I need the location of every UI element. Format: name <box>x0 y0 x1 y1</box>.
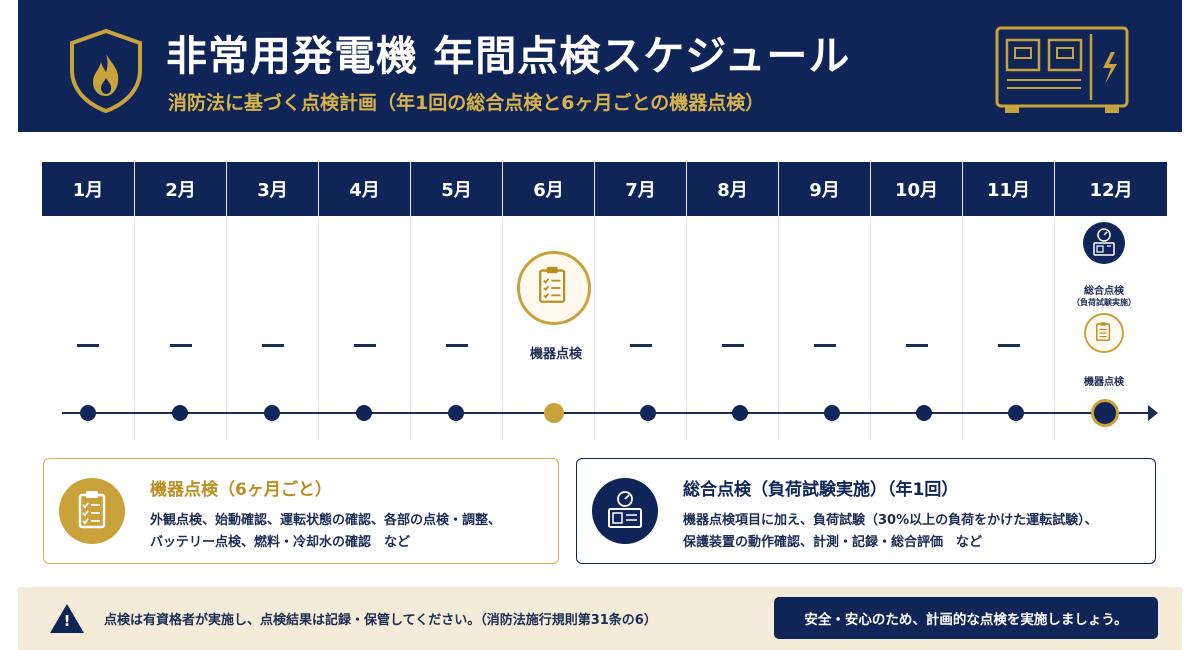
timeline-dot-equipment <box>544 403 564 423</box>
legend-line: 保護装置の動作確認、計測・記録・総合評価 など <box>683 535 983 550</box>
month-column-1: 1月 <box>42 162 134 440</box>
month-column-8: 8月 <box>686 162 778 440</box>
no-inspection-dash <box>905 344 928 347</box>
month-header: 7月 <box>595 162 686 216</box>
month-header: 6月 <box>503 162 594 216</box>
clipboard-icon <box>59 478 125 544</box>
month-column-10: 10月 <box>870 162 962 440</box>
warning-icon <box>50 604 84 633</box>
month-header: 4月 <box>319 162 410 216</box>
no-inspection-dash <box>353 344 376 347</box>
month-column-7: 7月 <box>594 162 686 440</box>
page-subtitle: 消防法に基づく点検計画（年1回の総合点検と6ヶ月ごとの機器点検） <box>168 92 765 114</box>
page-title: 非常用発電機 年間点検スケジュール <box>166 32 851 80</box>
equipment-inspection-legend: 機器点検（6ヶ月ごと） 外観点検、始動確認、運転状態の確認、各部の点検・調整、 … <box>43 458 559 564</box>
timeline-dot <box>356 405 372 421</box>
fire-shield-icon <box>70 28 142 114</box>
month-header: 9月 <box>779 162 870 216</box>
generator-gauge-icon <box>1083 222 1125 264</box>
legend-title: 機器点検（6ヶ月ごと） <box>150 480 332 500</box>
footer-note: 点検は有資格者が実施し、点検結果は記録・保管してください。（消防法施行規則第31… <box>104 613 657 628</box>
warning-icon-mark: ! <box>63 612 71 630</box>
timeline-dot <box>264 405 280 421</box>
clipboard-icon <box>517 251 591 325</box>
legend-title: 総合点検（負荷試験実施）（年1回） <box>683 480 959 500</box>
no-inspection-dash <box>813 344 836 347</box>
month-header: 8月 <box>687 162 778 216</box>
no-inspection-dash <box>445 344 468 347</box>
timeline-line <box>62 412 1152 414</box>
month-header: 2月 <box>135 162 226 216</box>
legend-line: 外観点検、始動確認、運転状態の確認、各部の点検・調整、 <box>150 513 502 528</box>
month-column-5: 5月 <box>410 162 502 440</box>
timeline-dot <box>640 405 656 421</box>
generator-icon <box>995 26 1129 113</box>
month-header: 12月 <box>1055 162 1167 216</box>
timeline-dot <box>916 405 932 421</box>
june-event-label: 機器点検 <box>529 347 582 362</box>
month-column-9: 9月 <box>778 162 870 440</box>
month-column-11: 11月 <box>962 162 1054 440</box>
timeline-dot <box>448 405 464 421</box>
month-header: 5月 <box>411 162 502 216</box>
header-banner: 非常用発電機 年間点検スケジュール 消防法に基づく点検計画（年1回の総合点検と6… <box>18 0 1182 132</box>
no-inspection-dash <box>721 344 744 347</box>
month-column-3: 3月 <box>226 162 318 440</box>
timeline-arrow <box>1148 405 1158 421</box>
overall-inspection-legend: 総合点検（負荷試験実施）（年1回） 機器点検項目に加え、負荷試験（30%以上の負… <box>576 458 1156 564</box>
no-inspection-dash <box>629 344 652 347</box>
month-header: 11月 <box>963 162 1054 216</box>
timeline-dot <box>80 405 96 421</box>
no-inspection-dash <box>997 344 1020 347</box>
clipboard-icon <box>1084 313 1124 353</box>
legend-line: 機器点検項目に加え、負荷試験（30%以上の負荷をかけた運転試験）、 <box>683 513 1098 528</box>
footer-notice: ! 点検は有資格者が実施し、点検結果は記録・保管してください。（消防法施行規則第… <box>18 587 1182 650</box>
load-test-note: （負荷試験実施） <box>1072 298 1136 307</box>
timeline-dot <box>172 405 188 421</box>
timeline-dot <box>1008 405 1024 421</box>
no-inspection-dash <box>261 344 284 347</box>
no-inspection-dash <box>169 344 192 347</box>
month-calendar: 1月 2月 3月 4月 5月 6月 7月 8月 9月 10月 11月 12月 <box>42 162 1167 440</box>
december-equipment-label: 機器点検 <box>1084 377 1124 388</box>
month-header: 1月 <box>42 162 134 216</box>
month-header: 3月 <box>227 162 318 216</box>
overall-inspection-label: 総合点検 <box>1084 286 1124 297</box>
safety-message-button: 安全・安心のため、計画的な点検を実施しましょう。 <box>774 597 1158 639</box>
month-column-4: 4月 <box>318 162 410 440</box>
month-column-6: 6月 <box>502 162 594 440</box>
timeline-dot <box>824 405 840 421</box>
timeline-dot-overall <box>1091 399 1119 427</box>
legend-line: バッテリー点検、燃料・冷却水の確認 など <box>150 535 411 550</box>
timeline-dot <box>732 405 748 421</box>
month-header: 10月 <box>871 162 962 216</box>
month-column-2: 2月 <box>134 162 226 440</box>
no-inspection-dash <box>77 344 99 347</box>
generator-gauge-icon <box>592 478 658 544</box>
